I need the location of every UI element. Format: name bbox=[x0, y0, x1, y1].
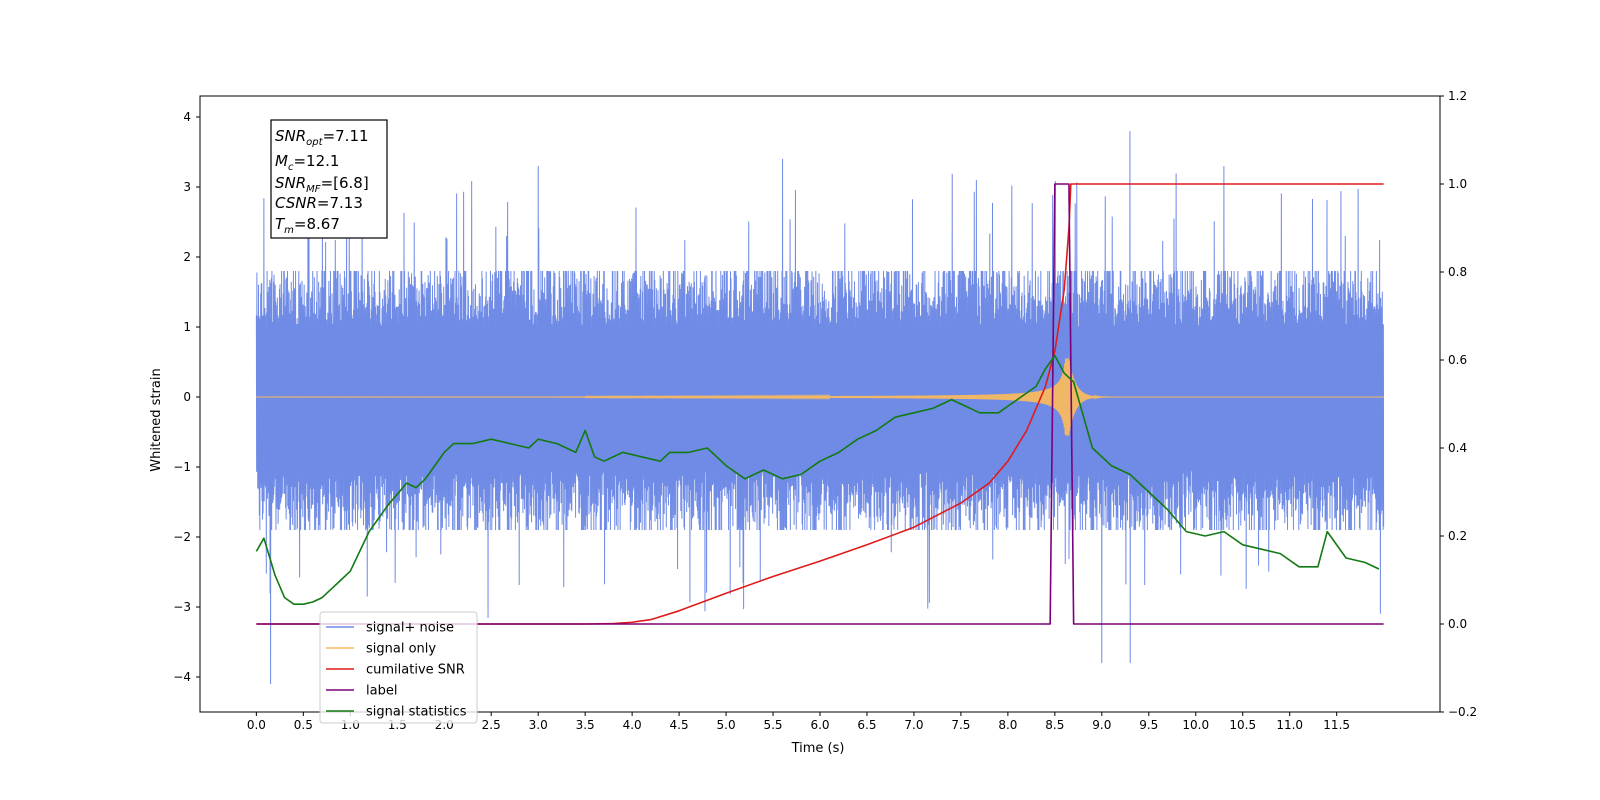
left-y-tick-label: 2 bbox=[183, 250, 191, 264]
x-tick-label: 4.0 bbox=[623, 718, 642, 732]
right-y-axis-ticks: 1.2 1.0 0.8 0.6 0.4 0.2 0.0 −0.2 bbox=[1440, 89, 1477, 719]
left-y-tick-label: 3 bbox=[183, 180, 191, 194]
x-tick-label: 7.5 bbox=[951, 718, 970, 732]
x-tick-label: 7.0 bbox=[904, 718, 923, 732]
annotation-mc: Mc=12.1 bbox=[275, 152, 339, 173]
left-y-tick-label: −3 bbox=[173, 600, 191, 614]
x-tick-label: 5.5 bbox=[763, 718, 782, 732]
x-tick-label: 8.0 bbox=[998, 718, 1017, 732]
legend-frame bbox=[319, 611, 478, 724]
right-y-tick-label: −0.2 bbox=[1448, 705, 1477, 719]
legend-label: signal only bbox=[366, 642, 436, 657]
left-y-tick-label: −4 bbox=[173, 670, 191, 684]
x-tick-label: 10.5 bbox=[1229, 718, 1256, 732]
series-1-line bbox=[256, 358, 1384, 436]
right-y-tick-label: 0.2 bbox=[1448, 529, 1467, 543]
right-y-tick-label: 0.0 bbox=[1448, 617, 1467, 631]
x-tick-label: 6.0 bbox=[810, 718, 829, 732]
x-tick-label: 5.0 bbox=[717, 718, 736, 732]
right-y-tick-label: 1.0 bbox=[1448, 177, 1467, 191]
right-y-tick-label: 0.4 bbox=[1448, 441, 1467, 455]
x-tick-label: 9.0 bbox=[1092, 718, 1111, 732]
annotation-csnr: CSNR=7.13 bbox=[275, 194, 363, 212]
legend-label: signal+ noise bbox=[366, 621, 454, 636]
x-tick-label: 6.5 bbox=[857, 718, 876, 732]
left-y-tick-label: −1 bbox=[173, 460, 191, 474]
right-y-tick-label: 0.6 bbox=[1448, 353, 1467, 367]
left-y-tick-label: −2 bbox=[173, 530, 191, 544]
x-tick-label: 11.5 bbox=[1323, 718, 1350, 732]
legend-label: cumilative SNR bbox=[366, 663, 465, 678]
series-0-line bbox=[255, 130, 1385, 685]
x-tick-label: 2.5 bbox=[482, 718, 501, 732]
right-axis-series bbox=[255, 183, 1384, 625]
x-tick-label: 0.5 bbox=[294, 718, 313, 732]
x-tick-label: 10.0 bbox=[1182, 718, 1209, 732]
series-3-line bbox=[256, 183, 1384, 625]
legend-label: label bbox=[366, 684, 397, 699]
x-tick-label: 11.0 bbox=[1276, 718, 1303, 732]
annotation-snr-mf: SNRMF=[6.8] bbox=[275, 174, 369, 195]
y-axis-label: Whitened strain bbox=[149, 368, 164, 471]
left-y-tick-label: 0 bbox=[183, 390, 191, 404]
right-y-tick-label: 0.8 bbox=[1448, 265, 1467, 279]
left-y-tick-label: 1 bbox=[183, 320, 191, 334]
x-axis-label: Time (s) bbox=[791, 741, 845, 756]
series-2-line bbox=[256, 183, 1384, 625]
right-y-tick-label: 1.2 bbox=[1448, 89, 1467, 103]
x-tick-label: 4.5 bbox=[670, 718, 689, 732]
left-y-axis-ticks: 4 3 2 1 0 −1 −2 −3 −4 bbox=[173, 110, 200, 684]
signal-noise-series bbox=[255, 130, 1385, 685]
series-4-line bbox=[255, 354, 1380, 605]
legend: signal+ noise signal only cumilative SNR la… bbox=[319, 611, 478, 724]
x-tick-label: 8.5 bbox=[1045, 718, 1064, 732]
x-tick-label: 3.5 bbox=[576, 718, 595, 732]
annotation-tm: Tm=8.67 bbox=[275, 215, 340, 236]
x-tick-label: 3.0 bbox=[529, 718, 548, 732]
left-y-tick-label: 4 bbox=[183, 110, 191, 124]
signal-only-series bbox=[256, 358, 1384, 436]
x-tick-label: 9.5 bbox=[1139, 718, 1158, 732]
x-tick-label: 0.0 bbox=[247, 718, 266, 732]
annotation-snr-opt: SNRopt=7.11 bbox=[275, 127, 369, 148]
annotation-box: SNRopt=7.11 Mc=12.1 SNRMF=[6.8] CSNR=7.1… bbox=[270, 119, 388, 239]
legend-label: signal statistics bbox=[366, 705, 467, 720]
